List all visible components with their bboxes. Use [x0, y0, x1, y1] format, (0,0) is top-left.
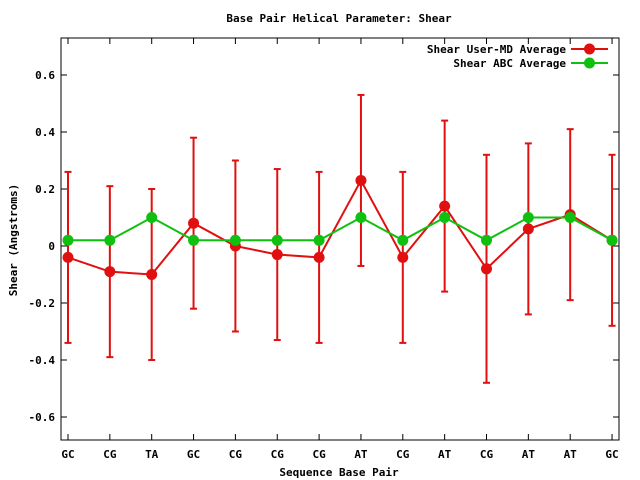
data-point: [355, 212, 367, 223]
y-tick-label: 0: [48, 240, 55, 253]
x-tick-label: TA: [145, 448, 159, 461]
y-tick-label: -0.2: [29, 297, 56, 310]
data-point: [146, 269, 158, 280]
x-tick-label: AT: [522, 448, 536, 461]
x-tick-label: AT: [438, 448, 452, 461]
data-point: [313, 251, 325, 263]
x-tick-label: AT: [354, 448, 368, 461]
data-point: [104, 234, 116, 246]
x-tick-label: GC: [61, 448, 74, 461]
legend-marker: [584, 57, 595, 69]
data-point: [397, 234, 409, 246]
data-point: [481, 234, 492, 246]
y-axis-label: Shear (Angstroms): [7, 184, 20, 297]
data-point: [397, 251, 409, 263]
x-tick-label: CG: [103, 448, 117, 461]
data-point: [188, 234, 200, 246]
y-tick-label: -0.4: [29, 354, 56, 367]
legend-label: Shear User-MD Average: [427, 43, 566, 56]
data-point: [271, 234, 283, 246]
series-line: [68, 216, 613, 242]
y-tick-label: 0.2: [35, 183, 55, 196]
x-tick-label: CG: [271, 448, 285, 461]
x-tick-label: GC: [187, 448, 200, 461]
data-point: [481, 263, 492, 275]
x-tick-label: CG: [480, 448, 494, 461]
data-point: [146, 212, 158, 223]
x-tick-label: CG: [229, 448, 243, 461]
data-point: [229, 234, 241, 246]
x-axis-label: Sequence Base Pair: [279, 466, 399, 479]
y-tick-label: 0.6: [35, 69, 55, 82]
data-point: [439, 200, 451, 212]
data-point: [439, 212, 451, 223]
data-point: [62, 234, 74, 246]
x-tick-label: CG: [312, 448, 326, 461]
x-tick-label: AT: [564, 448, 578, 461]
data-point: [62, 251, 74, 263]
data-point: [271, 249, 283, 261]
data-point: [104, 266, 116, 278]
x-tick-label: GC: [605, 448, 618, 461]
data-point: [313, 234, 325, 246]
data-point: [522, 212, 534, 223]
data-point: [522, 223, 534, 235]
chart-title: Base Pair Helical Parameter: Shear: [226, 12, 452, 25]
data-point: [355, 174, 367, 186]
legend-label: Shear ABC Average: [453, 57, 566, 70]
y-tick-label: 0.4: [35, 126, 55, 139]
plot-frame: [60, 37, 620, 441]
data-point: [188, 217, 200, 229]
series-0: [62, 93, 618, 384]
x-tick-label: CG: [396, 448, 410, 461]
data-point: [564, 212, 576, 223]
y-tick-label: -0.6: [29, 411, 56, 424]
data-point: [606, 234, 618, 246]
series-line: [67, 178, 613, 276]
series-1: [62, 212, 618, 246]
legend-marker: [584, 43, 595, 55]
